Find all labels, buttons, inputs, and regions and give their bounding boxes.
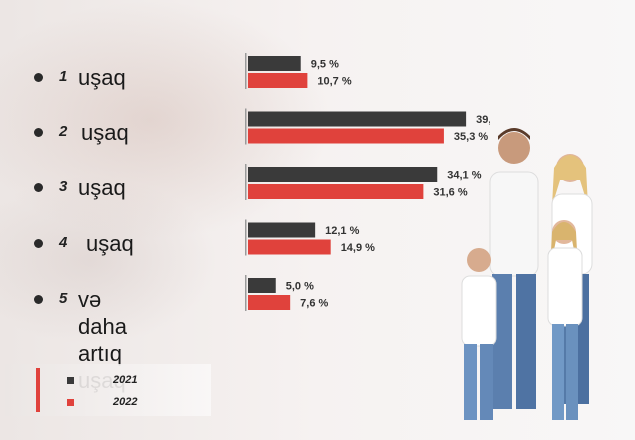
legend-swatch-2022 <box>67 399 74 406</box>
bar-2022-5 <box>248 295 291 310</box>
legend: 2021 2022 <box>5 364 211 416</box>
family-photo <box>461 128 593 420</box>
legend-swatch-2021 <box>67 377 74 384</box>
bar-2022-4 <box>248 239 331 255</box>
value-label-2021-1: 9,5 % <box>311 59 339 71</box>
category-label: uşaq <box>86 231 134 256</box>
value-label-2022-4: 14,9 % <box>341 242 375 254</box>
value-label-2021-2: 39,3 % <box>476 114 490 126</box>
bullet-icon <box>34 183 43 192</box>
bar-2021-5 <box>248 278 276 293</box>
category-number: 4 <box>59 234 68 251</box>
bullet-icon <box>34 239 43 248</box>
value-label-2021-5: 5,0 % <box>286 281 314 293</box>
bar-2022-3 <box>248 184 424 199</box>
legend-label-2022: 2022 <box>113 396 138 408</box>
category-label: uşaq <box>78 175 126 200</box>
bullet-icon <box>34 73 43 82</box>
category-number: 2 <box>59 123 68 140</box>
legend-accent-bar <box>36 368 40 412</box>
bar-2021-4 <box>248 222 316 238</box>
value-label-2022-2: 35,3 % <box>454 131 488 143</box>
legend-label-2021: 2021 <box>113 374 138 386</box>
category-label: uşaq <box>78 65 126 90</box>
value-label-2022-5: 7,6 % <box>300 298 328 310</box>
bar-2022-2 <box>248 128 444 144</box>
category-separator <box>245 275 247 311</box>
bar-2022-1 <box>248 73 308 88</box>
value-label-2022-1: 10,7 % <box>317 76 351 88</box>
category-separator <box>245 53 247 89</box>
value-label-2022-3: 31,6 % <box>433 187 467 199</box>
category-number: 5 <box>59 290 68 307</box>
category-separator <box>245 219 247 256</box>
bullet-icon <box>34 128 43 137</box>
category-number: 3 <box>59 178 68 195</box>
bar-chart: 9,5 % 10,7 % 39,3 % 35,3 % 34,1 % 31,6 % 12,1 … <box>245 53 490 311</box>
bar-2021-3 <box>248 167 438 182</box>
value-label-2021-3: 34,1 % <box>447 170 481 182</box>
bar-2021-1 <box>248 56 301 71</box>
bar-2021-2 <box>248 111 467 127</box>
value-label-2021-4: 12,1 % <box>325 225 359 237</box>
category-number: 1 <box>59 68 68 85</box>
category-separator <box>245 164 247 200</box>
category-label: uşaq <box>81 120 129 145</box>
category-separator <box>245 108 247 145</box>
bullet-icon <box>34 295 43 304</box>
